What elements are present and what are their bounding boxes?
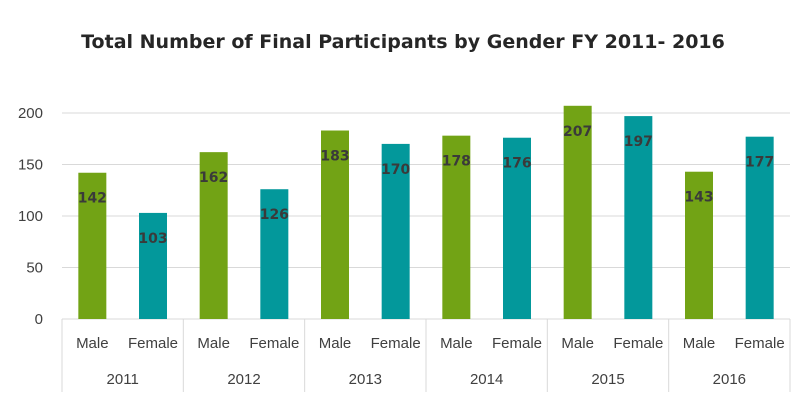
data-label-2015-female: 197 xyxy=(624,134,653,150)
x-tick-label: Male xyxy=(197,335,230,352)
x-tick-label: Male xyxy=(683,335,716,352)
data-label-2012-female: 126 xyxy=(260,207,289,223)
chart-title: Total Number of Final Participants by Ge… xyxy=(81,31,725,53)
y-tick-label: 200 xyxy=(18,105,43,122)
x-tick-label: Female xyxy=(735,335,785,352)
data-label-2012-male: 162 xyxy=(199,170,228,186)
bars: 142 103 162 126 183 170 178 176 207 197 143 177 xyxy=(78,105,774,319)
data-label-2013-male: 183 xyxy=(320,149,349,165)
x-tick-label: Female xyxy=(492,335,542,352)
bar-2016-female xyxy=(745,136,774,319)
y-tick-label: 150 xyxy=(18,157,43,174)
data-label-2011-male: 142 xyxy=(78,191,107,207)
bar-2015-male xyxy=(563,105,592,319)
x-tick-label: Male xyxy=(561,335,594,352)
group-label-2011: 2011 xyxy=(107,371,139,388)
bar-2013-male xyxy=(321,130,349,319)
data-label-2015-male: 207 xyxy=(563,124,592,140)
x-tick-label: Male xyxy=(319,335,352,352)
bar-2014-male xyxy=(442,135,471,319)
bar-2011-female xyxy=(139,212,167,319)
group-label-2014: 2014 xyxy=(470,371,503,388)
x-tick-label: Female xyxy=(249,335,299,352)
bar-2016-male xyxy=(685,171,713,319)
data-label-2014-female: 176 xyxy=(502,156,531,172)
data-label-2016-male: 143 xyxy=(684,190,713,206)
data-label-2013-female: 170 xyxy=(381,162,410,178)
gridlines xyxy=(62,112,790,320)
y-tick-label: 50 xyxy=(26,260,43,277)
group-label-2012: 2012 xyxy=(227,371,260,388)
bar-2015-female xyxy=(624,116,653,319)
x-tick-label: Male xyxy=(76,335,109,352)
y-tick-label: 0 xyxy=(35,311,43,328)
bar-2014-female xyxy=(503,137,531,319)
data-label-2011-female: 103 xyxy=(138,231,167,247)
x-tick-label: Female xyxy=(371,335,421,352)
x-tick-label: Female xyxy=(613,335,663,352)
bar-2013-female xyxy=(381,143,410,319)
axes: 0 50 100 150 200 Male Female 2011 Male Female 2012… xyxy=(18,105,791,392)
data-label-2016-female: 177 xyxy=(745,155,774,171)
group-label-2016: 2016 xyxy=(713,371,746,388)
y-tick-label: 100 xyxy=(18,208,43,225)
group-label-2013: 2013 xyxy=(349,371,382,388)
x-tick-label: Male xyxy=(440,335,473,352)
group-label-2015: 2015 xyxy=(591,371,624,388)
bar-2012-male xyxy=(199,152,228,319)
x-tick-label: Female xyxy=(128,335,178,352)
bar-2011-male xyxy=(78,172,107,319)
data-label-2014-male: 178 xyxy=(442,154,471,170)
bar-2012-female xyxy=(260,189,289,319)
